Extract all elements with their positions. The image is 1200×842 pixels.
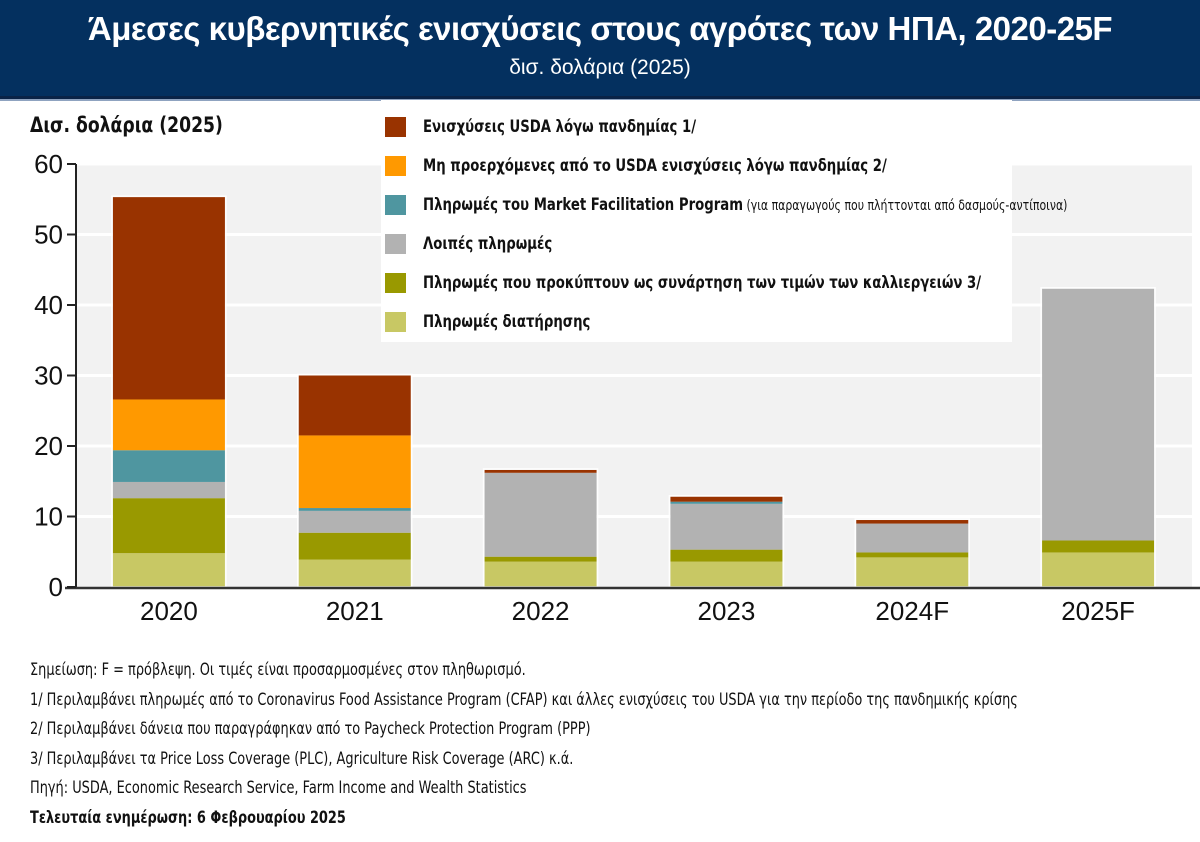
legend-label: Πληρωμές του Market Facilitation Program… bbox=[423, 195, 1067, 215]
bar-segment bbox=[112, 197, 225, 400]
bar-segment bbox=[1042, 288, 1155, 541]
x-tick-label: 2023 bbox=[697, 596, 755, 626]
x-tick-label: 2021 bbox=[326, 596, 384, 626]
y-tick-label: 50 bbox=[34, 220, 63, 250]
bar-segment bbox=[298, 508, 411, 511]
y-tick-label: 10 bbox=[34, 502, 63, 532]
legend-swatch bbox=[385, 273, 406, 293]
legend-item: Πληρωμές που προκύπτουν ως συνάρτηση των… bbox=[385, 272, 1138, 294]
legend-item: Πληρωμές διατήρησης bbox=[385, 311, 638, 333]
bar-stack-2025F bbox=[1040, 287, 1156, 588]
bar-segment bbox=[298, 510, 411, 533]
x-tick-label: 2024F bbox=[875, 596, 949, 626]
bar-segment bbox=[670, 503, 783, 550]
bar-segment bbox=[484, 561, 597, 587]
note-1: 1/ Περιλαμβάνει πληρωμές από το Coronavi… bbox=[30, 689, 1018, 710]
bar-segment bbox=[112, 498, 225, 554]
bar-segment bbox=[856, 557, 969, 587]
x-tick-label: 2020 bbox=[140, 596, 198, 626]
bar-segment bbox=[856, 520, 969, 524]
legend-label: Μη προερχόμενες από το USDA ενισχύσεις λ… bbox=[423, 156, 887, 176]
legend-label-main: Πληρωμές του Market Facilitation Program bbox=[423, 195, 744, 215]
note-source: Πηγή: USDA, Economic Research Service, F… bbox=[30, 778, 527, 798]
bar-segment bbox=[112, 481, 225, 499]
legend-label-main: Λοιπές πληρωμές bbox=[423, 234, 553, 254]
legend-swatch bbox=[385, 156, 406, 176]
note-2: 2/ Περιλαμβάνει δάνεια που παραγράφηκαν … bbox=[30, 719, 591, 739]
legend-swatch bbox=[385, 312, 406, 332]
bar-segment bbox=[112, 553, 225, 587]
bar-segment bbox=[1042, 552, 1155, 587]
chart-legend: Ενισχύσεις USDA λόγω πανδημίας 1/Μη προε… bbox=[381, 100, 1067, 342]
bar-segment bbox=[856, 523, 969, 553]
legend-label: Πληρωμές που προκύπτουν ως συνάρτηση των… bbox=[423, 273, 981, 293]
legend-item: Λοιπές πληρωμές bbox=[385, 233, 589, 255]
bar-segment bbox=[670, 549, 783, 562]
bar-segment bbox=[298, 435, 411, 509]
bar-segment bbox=[484, 472, 597, 557]
bar-segment bbox=[670, 501, 783, 504]
bar-segment bbox=[298, 559, 411, 587]
legend-label-main: Μη προερχόμενες από το USDA ενισχύσεις λ… bbox=[423, 156, 887, 176]
bar-segment bbox=[484, 469, 597, 473]
bar-segment bbox=[670, 561, 783, 587]
legend-label: Πληρωμές διατήρησης bbox=[423, 312, 590, 332]
legend-swatch bbox=[385, 195, 406, 215]
note-forecast: Σημείωση: F = πρόβλεψη. Οι τιμές είναι π… bbox=[30, 660, 526, 680]
legend-label-main: Ενισχύσεις USDA λόγω πανδημίας 1/ bbox=[423, 117, 697, 137]
legend-item: Ενισχύσεις USDA λόγω πανδημίας 1/ bbox=[385, 116, 773, 138]
x-tick-label: 2022 bbox=[512, 596, 570, 626]
legend-item: Πληρωμές του Market Facilitation Program… bbox=[385, 194, 1200, 216]
y-tick-label: 40 bbox=[34, 290, 63, 320]
bar-stack-2024F bbox=[854, 518, 970, 588]
header-banner: Άμεσες κυβερνητικές ενισχύσεις στους αγρ… bbox=[0, 0, 1200, 99]
chart-title: Άμεσες κυβερνητικές ενισχύσεις στους αγρ… bbox=[87, 10, 1113, 47]
legend-label-note: (για παραγωγούς που πλήττονται από δασμο… bbox=[743, 198, 1068, 214]
y-tick-label: 0 bbox=[49, 572, 63, 602]
bar-segment bbox=[112, 450, 225, 482]
legend-item: Μη προερχόμενες από το USDA ενισχύσεις λ… bbox=[385, 155, 1018, 177]
legend-swatch bbox=[385, 234, 406, 254]
bar-stack-2023 bbox=[668, 495, 785, 588]
y-tick-label: 60 bbox=[34, 149, 63, 179]
legend-swatch bbox=[385, 117, 406, 137]
bar-segment bbox=[298, 375, 411, 436]
last-update: Τελευταία ενημέρωση: 6 Φεβρουαρίου 2025 bbox=[30, 807, 346, 828]
footnotes: Σημείωση: F = πρόβλεψη. Οι τιμές είναι π… bbox=[30, 656, 1190, 833]
note-3: 3/ Περιλαμβάνει τα Price Loss Coverage (… bbox=[30, 748, 574, 769]
legend-label-main: Πληρωμές διατήρησης bbox=[423, 312, 591, 332]
bar-segment bbox=[670, 496, 783, 502]
chart-subtitle: δισ. δολάρια (2025) bbox=[509, 56, 691, 79]
bar-stack-2020 bbox=[111, 195, 227, 588]
legend-label-main: Πληρωμές που προκύπτουν ως συνάρτηση των… bbox=[423, 273, 982, 293]
bar-stack-2021 bbox=[297, 373, 413, 588]
y-tick-label: 30 bbox=[34, 361, 63, 391]
y-axis-label: Δισ. δολάρια (2025) bbox=[30, 113, 223, 137]
bar-segment bbox=[112, 399, 225, 451]
bar-segment bbox=[1042, 540, 1155, 553]
bar-segment bbox=[298, 532, 411, 560]
x-tick-label: 2025F bbox=[1061, 596, 1135, 626]
bar-stack-2022 bbox=[482, 468, 599, 588]
bar-segment bbox=[484, 556, 597, 562]
legend-label: Λοιπές πληρωμές bbox=[423, 234, 552, 254]
bar-segment bbox=[856, 552, 969, 558]
y-tick-label: 20 bbox=[34, 431, 63, 461]
legend-label: Ενισχύσεις USDA λόγω πανδημίας 1/ bbox=[423, 117, 696, 137]
